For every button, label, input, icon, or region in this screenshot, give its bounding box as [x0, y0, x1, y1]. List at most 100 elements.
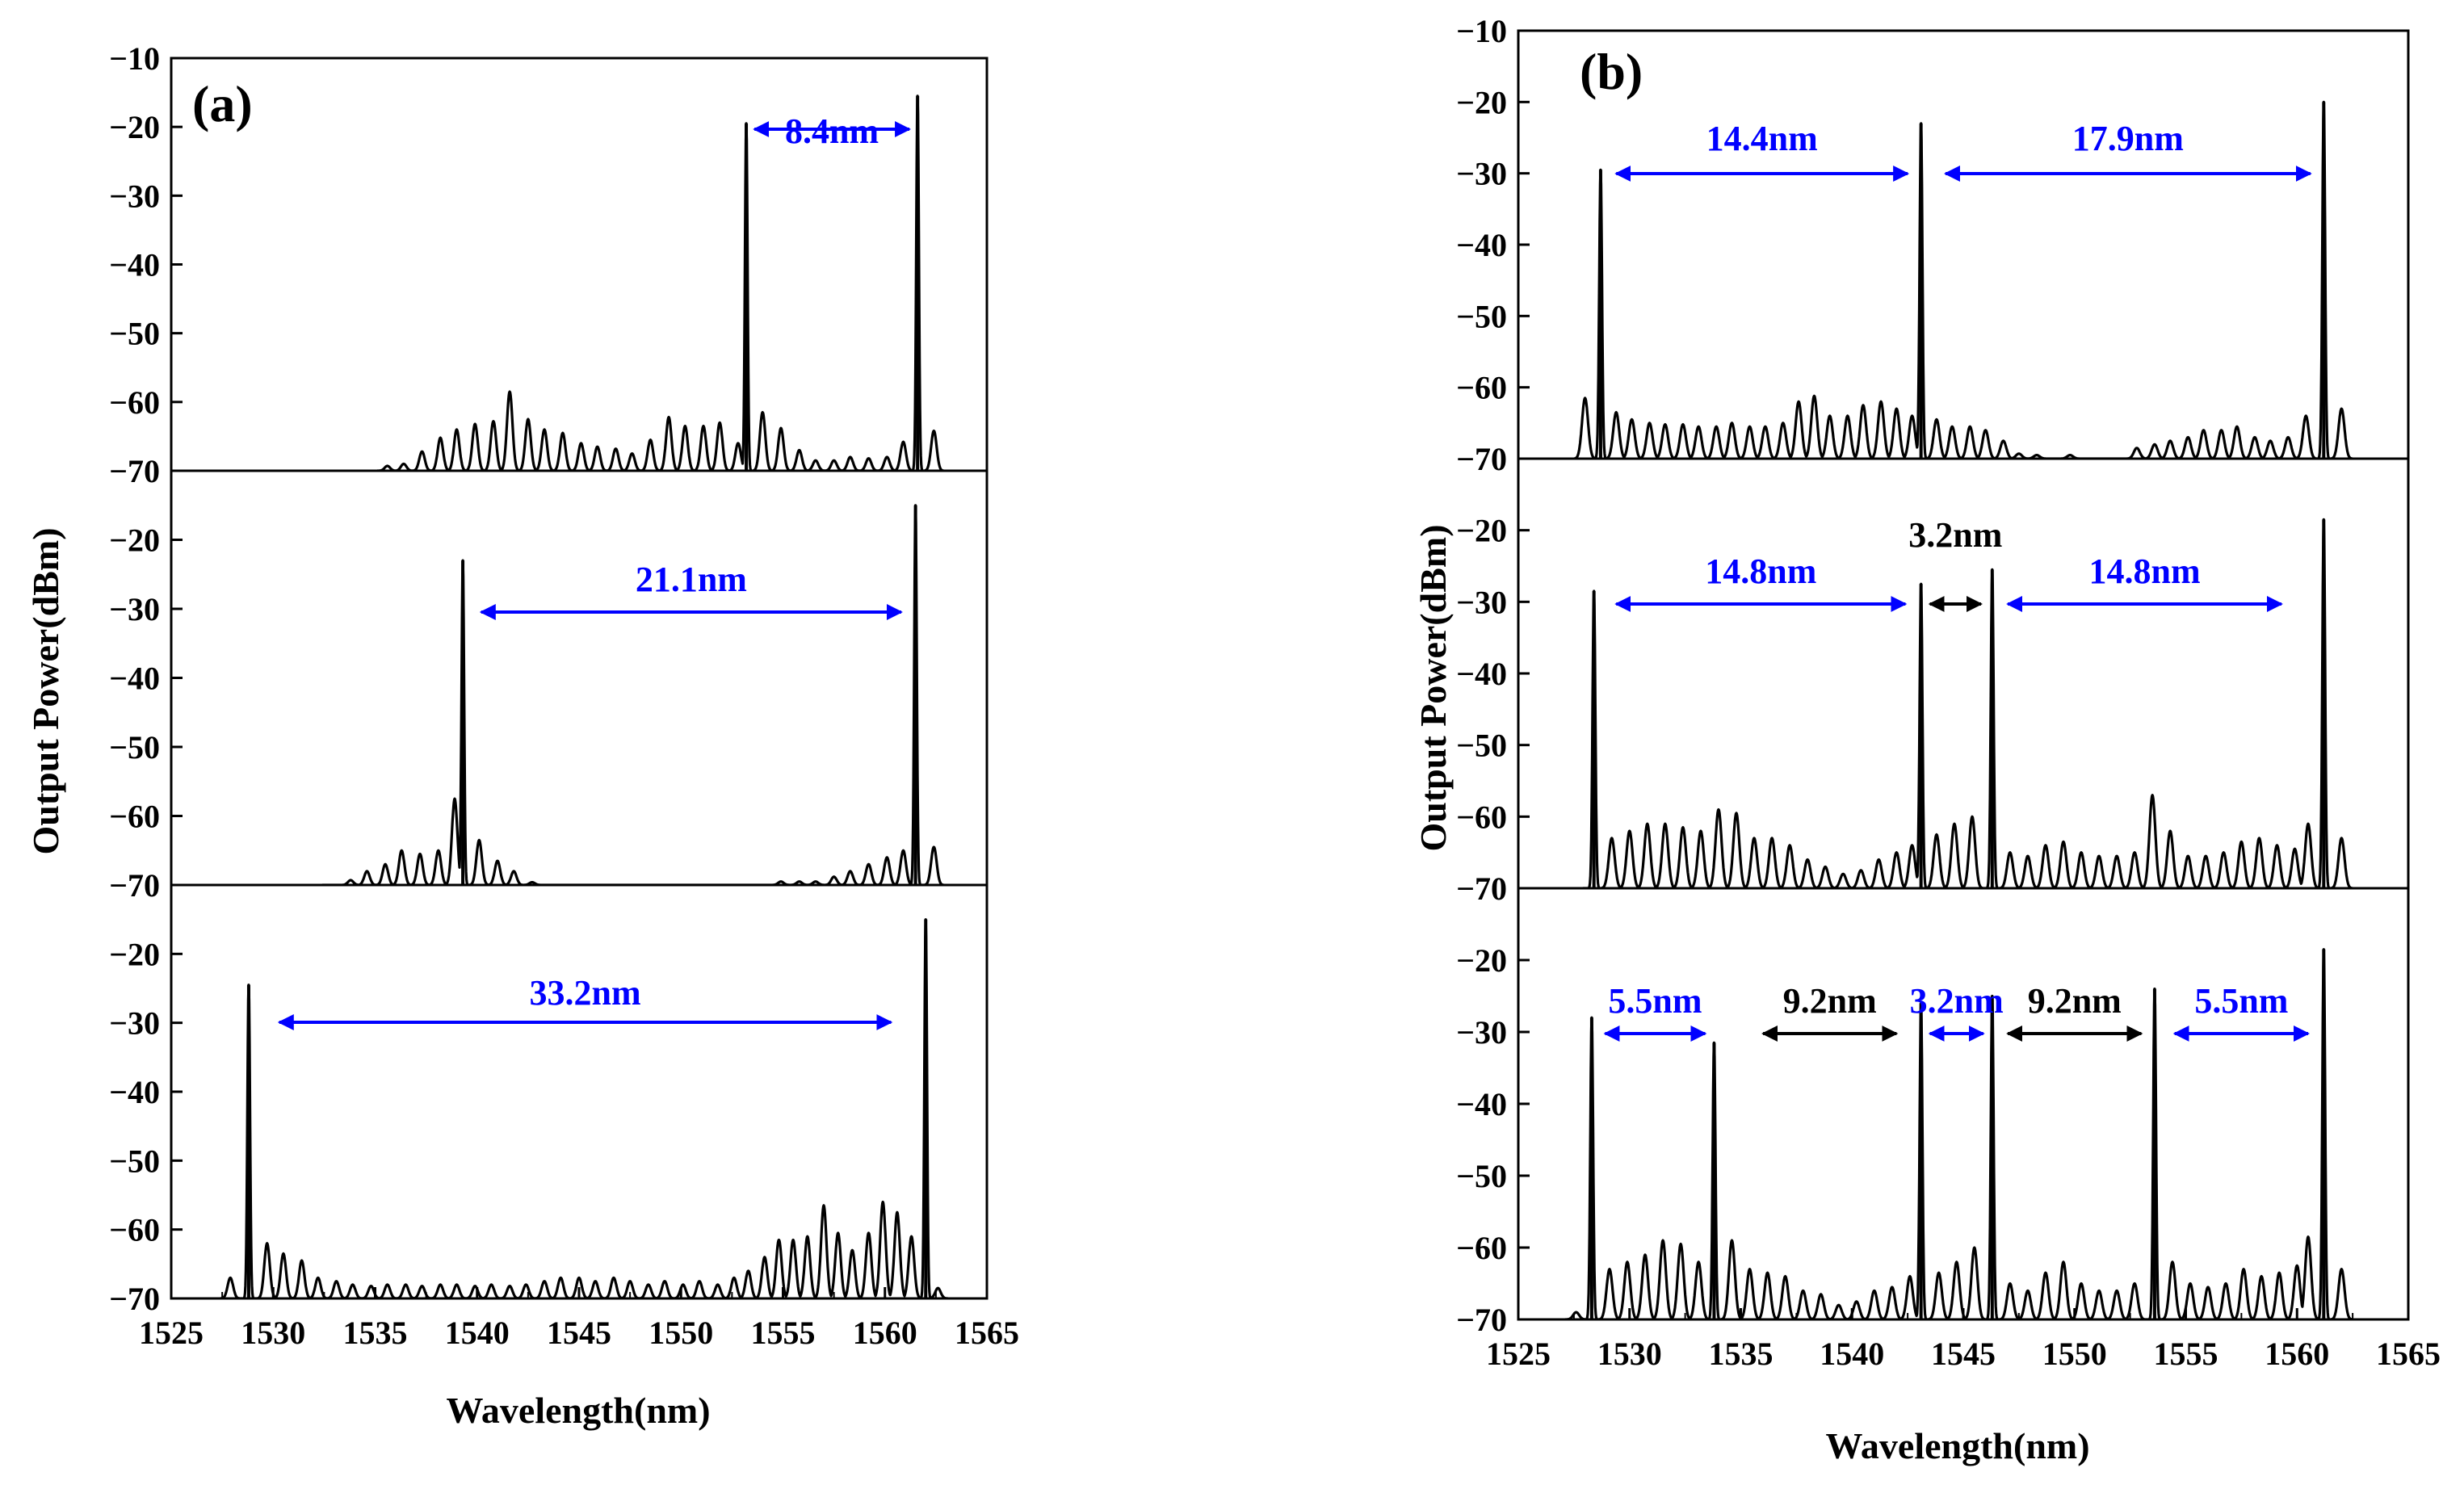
subplot-b-top: −10 −20 −30 −40 −50 −60 −70 14.4nm 17.9nm: [1456, 13, 2410, 477]
spectrum-line-b-bot: [1564, 948, 2354, 1319]
y-tick-label: −60: [1456, 1230, 1507, 1266]
y-tick-label: −10: [109, 40, 160, 77]
y-tick-label: −30: [1456, 584, 1507, 620]
annotation-label: 9.2nm: [1783, 981, 1877, 1021]
x-tick-label: 1535: [343, 1315, 408, 1351]
y-tick-label: −50: [1456, 728, 1507, 764]
x-tick-label: 1535: [1709, 1336, 1773, 1372]
x-tick-label: 1525: [139, 1315, 204, 1351]
annotation-label: 33.2nm: [530, 973, 641, 1013]
y-axis-title-b: Output Power(dBm): [1412, 524, 1454, 851]
y-tick-label: −60: [1456, 799, 1507, 835]
y-tick-label: −40: [109, 661, 160, 697]
spectrum-line-a-mid: [321, 504, 946, 885]
axes-frame-b-bot: [1517, 887, 2410, 1321]
peak-markers-b-mid: [1592, 519, 2326, 888]
x-tick-label: 1550: [649, 1315, 713, 1351]
y-tick-label: −40: [1456, 656, 1507, 692]
subplot-a-top: −10 −20 −30 −40 −50 −60 −70 8.4nm: [109, 40, 989, 489]
spectrum-line-a-bot: [219, 918, 950, 1298]
y-tick-label: −20: [1456, 942, 1507, 979]
y-tick-label: −30: [109, 178, 160, 214]
y-tick-label: −70: [109, 453, 160, 489]
annotation-label: 14.4nm: [1706, 119, 1818, 158]
annotation-label: 3.2nm: [1910, 981, 2004, 1021]
y-axis-ticks-b-top: −10 −20 −30 −40 −50 −60 −70: [1456, 13, 1530, 477]
annotation-label: 8.4nm: [785, 111, 879, 151]
annotation-label: 21.1nm: [636, 560, 747, 599]
annotation-label: 5.5nm: [2194, 981, 2288, 1021]
x-tick-label: 1540: [1820, 1336, 1884, 1372]
y-tick-label: −70: [109, 867, 160, 904]
panel-label-a: (a): [192, 75, 253, 132]
x-tick-label: 1555: [751, 1315, 816, 1351]
subplot-a-bot: −20 −30 −40 −50 −60 −70 33.2nm: [109, 883, 989, 1317]
y-tick-label: −40: [1456, 227, 1507, 263]
peak-markers-b-bot: [1589, 949, 2326, 1319]
y-tick-label: −70: [1456, 870, 1507, 907]
y-tick-label: −30: [1456, 1014, 1507, 1051]
x-tick-label: 1545: [1931, 1336, 1996, 1372]
y-tick-label: −30: [109, 1005, 160, 1042]
y-axis-ticks-a-bot: −20 −30 −40 −50 −60 −70: [109, 936, 183, 1317]
y-tick-label: −50: [1456, 1158, 1507, 1194]
y-tick-label: −40: [109, 1074, 160, 1110]
y-tick-label: −60: [109, 1212, 160, 1248]
axes-frame-a-mid: [170, 469, 989, 887]
panel-label-b: (b): [1580, 43, 1643, 100]
subplot-b-bot: −20 −30 −40 −50 −60 −70 5.5nm 9.2nm 3.2nm 9.2nm 5.…: [1456, 887, 2410, 1338]
y-tick-label: −60: [109, 384, 160, 421]
panel-b: −10 −20 −30 −40 −50 −60 −70 14.4nm 17.9nm −20 −30…: [1412, 13, 2441, 1466]
x-tick-label: 1560: [853, 1315, 917, 1351]
x-axis-ticks-b: 1525 1530 1535 1540 1545 1550 1555 1560 1565: [1486, 1308, 2441, 1372]
x-tick-label: 1565: [955, 1315, 1019, 1351]
y-tick-label: −30: [109, 591, 160, 627]
y-tick-label: −70: [109, 1281, 160, 1317]
x-axis-title-a: Wavelength(nm): [446, 1390, 710, 1431]
y-axis-ticks-a-top: −10 −20 −30 −40 −50 −60 −70: [109, 40, 183, 489]
y-tick-label: −50: [1456, 298, 1507, 334]
y-tick-label: −40: [109, 247, 160, 283]
y-tick-label: −50: [109, 1143, 160, 1179]
y-axis-ticks-a-mid: −20 −30 −40 −50 −60 −70: [109, 522, 183, 904]
y-axis-title-a: Output Power(dBm): [25, 527, 66, 854]
y-tick-label: −20: [1456, 513, 1507, 549]
x-tick-label: 1530: [1597, 1336, 1662, 1372]
x-tick-label: 1560: [2265, 1336, 2329, 1372]
x-tick-label: 1530: [241, 1315, 305, 1351]
y-tick-label: −10: [1456, 13, 1507, 49]
annotation-label: 17.9nm: [2072, 119, 2184, 158]
spectrum-line-b-mid: [1581, 518, 2354, 888]
x-tick-label: 1525: [1486, 1336, 1551, 1372]
x-tick-label: 1540: [445, 1315, 510, 1351]
x-axis-ticks-a: 1525 1530 1535 1540 1545 1550 1555 1560 1565: [139, 1287, 1019, 1351]
y-tick-label: −20: [109, 522, 160, 559]
y-tick-label: −20: [109, 936, 160, 972]
x-tick-label: 1545: [547, 1315, 611, 1351]
spectrum-line-a-top: [376, 94, 946, 471]
spectrum-line-b-top: [1572, 100, 2354, 459]
y-tick-label: −60: [1456, 370, 1507, 406]
x-axis-title-b: Wavelength(nm): [1825, 1425, 2089, 1466]
y-tick-label: −60: [109, 799, 160, 835]
annotation-label: 14.8nm: [2088, 552, 2200, 591]
y-tick-label: −70: [1456, 441, 1507, 477]
annotation-label: 3.2nm: [1908, 515, 2002, 555]
peak-markers-b-top: [1598, 102, 2326, 459]
y-tick-label: −50: [109, 316, 160, 352]
peak-markers-a-bot: [246, 919, 928, 1298]
x-tick-label: 1565: [2376, 1336, 2441, 1372]
panel-a: −10−20−30−40−50−60−708.4nm −20−30−40−50−…: [25, 40, 1019, 1431]
x-tick-label: 1550: [2042, 1336, 2107, 1372]
subplot-b-mid: −20 −30 −40 −50 −60 −70 14.8nm 3.2nm 14.8nm: [1456, 457, 2410, 907]
y-axis-ticks-b-mid: −20 −30 −40 −50 −60 −70: [1456, 513, 1530, 907]
subplot-a-mid: −20 −30 −40 −50 −60 −70 21.1nm: [109, 469, 989, 904]
x-tick-label: 1555: [2154, 1336, 2218, 1372]
y-axis-ticks-b-bot: −20 −30 −40 −50 −60 −70: [1456, 942, 1530, 1338]
y-tick-label: −20: [109, 109, 160, 145]
peak-markers-a-top: [745, 95, 920, 471]
annotation-label: 9.2nm: [2028, 981, 2122, 1021]
axes-frame-b-top: [1517, 29, 2410, 460]
y-tick-label: −30: [1456, 156, 1507, 192]
